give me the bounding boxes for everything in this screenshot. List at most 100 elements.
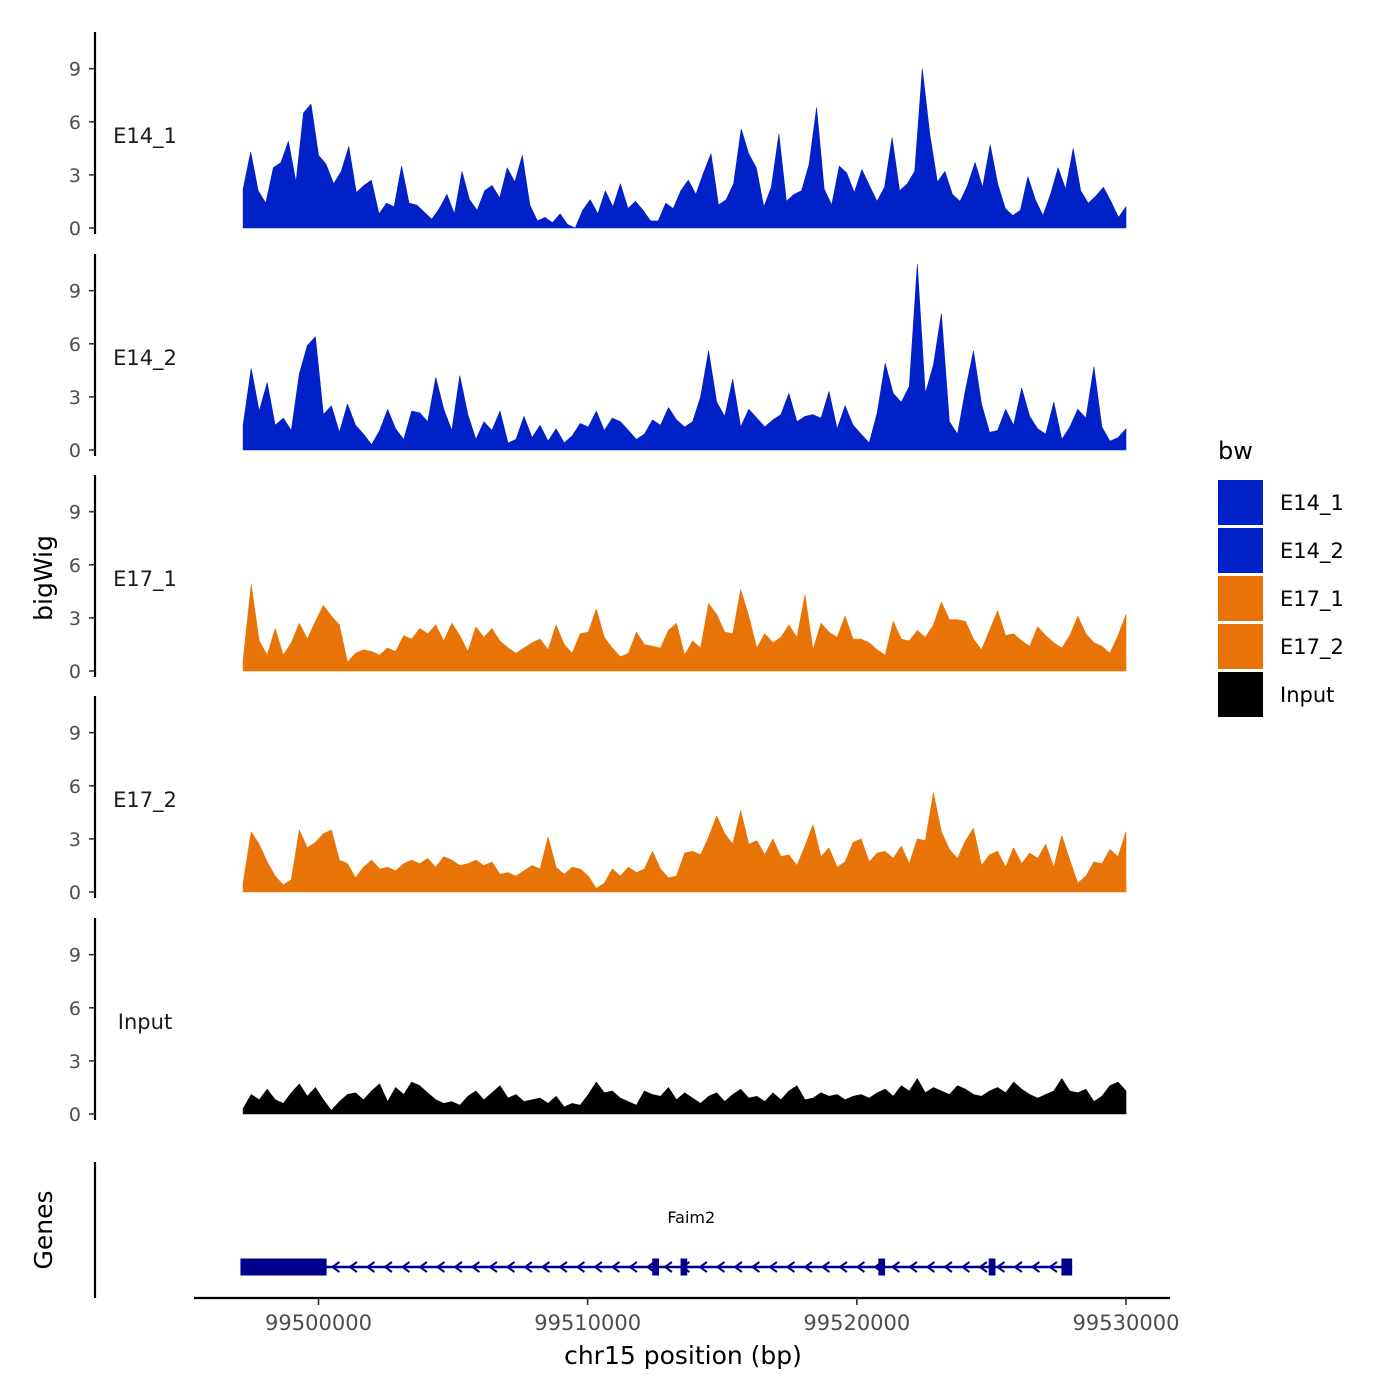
strand-arrow: [453, 1261, 463, 1273]
y-tick-label: 0: [69, 661, 81, 683]
coverage-area: [242, 584, 1127, 672]
strand-arrow: [558, 1261, 568, 1273]
genes-panel: Faim2: [93, 1162, 1073, 1298]
y-tick-label: 9: [69, 945, 81, 967]
strand-arrow: [523, 1261, 533, 1273]
strand-arrow: [733, 1261, 743, 1273]
strand-arrow: [890, 1261, 901, 1273]
track-input: 0 3 6 9 Input: [69, 918, 1127, 1126]
strand-arrow: [768, 1261, 778, 1273]
gene-exon: [652, 1258, 659, 1276]
y-tick-label: 3: [69, 165, 81, 187]
track-label: E17_2: [113, 788, 177, 813]
gene-exon: [680, 1258, 688, 1276]
strand-arrow: [488, 1261, 498, 1273]
strand-arrow: [820, 1261, 831, 1273]
strand-arrow: [663, 1261, 673, 1273]
legend-swatch: [1218, 576, 1263, 621]
coverage-area: [242, 792, 1127, 893]
x-axis-title: chr15 position (bp): [564, 1341, 802, 1370]
y-tick-label: 3: [69, 387, 81, 409]
track-label: E14_1: [113, 124, 177, 149]
legend-swatch: [1218, 624, 1263, 669]
strand-arrow: [1048, 1261, 1058, 1273]
strand-arrow: [785, 1261, 796, 1273]
y-tick-label: 9: [69, 502, 81, 524]
strand-arrow: [925, 1261, 936, 1273]
y-tick-label: 0: [69, 218, 81, 240]
track-e17-1: 0 3 6 9 E17_1: [69, 475, 1127, 683]
y-tick-label: 9: [69, 281, 81, 303]
y-tick-label: 6: [69, 998, 81, 1020]
strand-arrow: [1013, 1261, 1023, 1273]
legend-label: E14_1: [1280, 491, 1344, 516]
strand-arrow: [593, 1261, 603, 1273]
strand-arrow: [838, 1261, 848, 1273]
gene-name-label: Faim2: [667, 1208, 715, 1227]
y-tick-label: 9: [69, 59, 81, 81]
legend-label: E14_2: [1280, 539, 1344, 564]
strand-arrow: [908, 1261, 918, 1273]
x-tick-label: 99500000: [265, 1311, 372, 1335]
y-tick-label: 3: [69, 608, 81, 630]
strand-arrow: [435, 1261, 446, 1273]
genes-track-title: Genes: [29, 1190, 58, 1269]
gene-exon: [988, 1258, 996, 1276]
track-label: E14_2: [113, 346, 177, 371]
strand-arrow: [330, 1261, 341, 1273]
strand-arrow: [383, 1261, 393, 1273]
strand-arrow: [540, 1261, 551, 1273]
legend: bw E14_1 E14_2 E17_1 E17_2 Input: [1218, 437, 1344, 717]
gene-exon: [1061, 1258, 1073, 1276]
y-tick-label: 0: [69, 1104, 81, 1126]
y-tick-label: 0: [69, 882, 81, 904]
y-tick-label: 6: [69, 334, 81, 356]
strand-arrow: [610, 1261, 621, 1273]
coverage-area: [242, 68, 1127, 229]
strand-arrow: [628, 1261, 638, 1273]
strand-arrow: [575, 1261, 586, 1273]
coverage-area: [242, 263, 1127, 451]
strand-arrow: [348, 1261, 358, 1273]
strand-arrow: [365, 1261, 376, 1273]
strand-arrow: [750, 1261, 761, 1273]
strand-arrow: [505, 1261, 516, 1273]
strand-arrow: [803, 1261, 813, 1273]
track-e14-2: 0 3 6 9 E14_2: [69, 254, 1127, 462]
legend-label: E17_2: [1280, 635, 1344, 660]
x-tick-label: 99530000: [1073, 1311, 1180, 1335]
x-axis: 99500000 99510000 99520000 99530000: [194, 1296, 1180, 1335]
strand-arrow: [960, 1261, 971, 1273]
legend-swatch: [1218, 672, 1263, 717]
y-tick-label: 6: [69, 776, 81, 798]
track-label: E17_1: [113, 567, 177, 592]
x-tick-label: 99520000: [803, 1311, 910, 1335]
y-tick-label: 3: [69, 829, 81, 851]
strand-arrow: [995, 1261, 1006, 1273]
legend-title: bw: [1218, 437, 1253, 465]
legend-swatch: [1218, 480, 1263, 525]
y-tick-label: 6: [69, 112, 81, 134]
strand-arrow: [470, 1261, 481, 1273]
x-tick-label: 99510000: [534, 1311, 641, 1335]
strand-arrow: [400, 1261, 411, 1273]
track-e17-2: 0 3 6 9 E17_2: [69, 696, 1127, 904]
strand-arrow: [645, 1261, 656, 1273]
coverage-area: [242, 1078, 1127, 1115]
strand-arrow: [418, 1261, 428, 1273]
y-tick-label: 0: [69, 440, 81, 462]
strand-arrow: [698, 1261, 708, 1273]
strand-arrow: [943, 1261, 953, 1273]
legend-label: E17_1: [1280, 587, 1344, 612]
strand-arrow: [978, 1261, 988, 1273]
legend-label: Input: [1280, 683, 1334, 707]
track-e14-1: 0 3 6 9 E14_1: [69, 32, 1127, 240]
y-tick-label: 9: [69, 723, 81, 745]
track-panels: 0 3 6 9 E14_1 0 3 6 9 E14_2 0 3 6 9 E17_1 0 3 6 9 E17_2 0 3 6 9…: [69, 32, 1127, 1126]
y-axis-title: bigWig: [29, 535, 58, 621]
y-tick-label: 3: [69, 1051, 81, 1073]
gene-exon: [878, 1258, 886, 1276]
strand-arrow: [715, 1261, 726, 1273]
strand-arrow: [855, 1261, 866, 1273]
